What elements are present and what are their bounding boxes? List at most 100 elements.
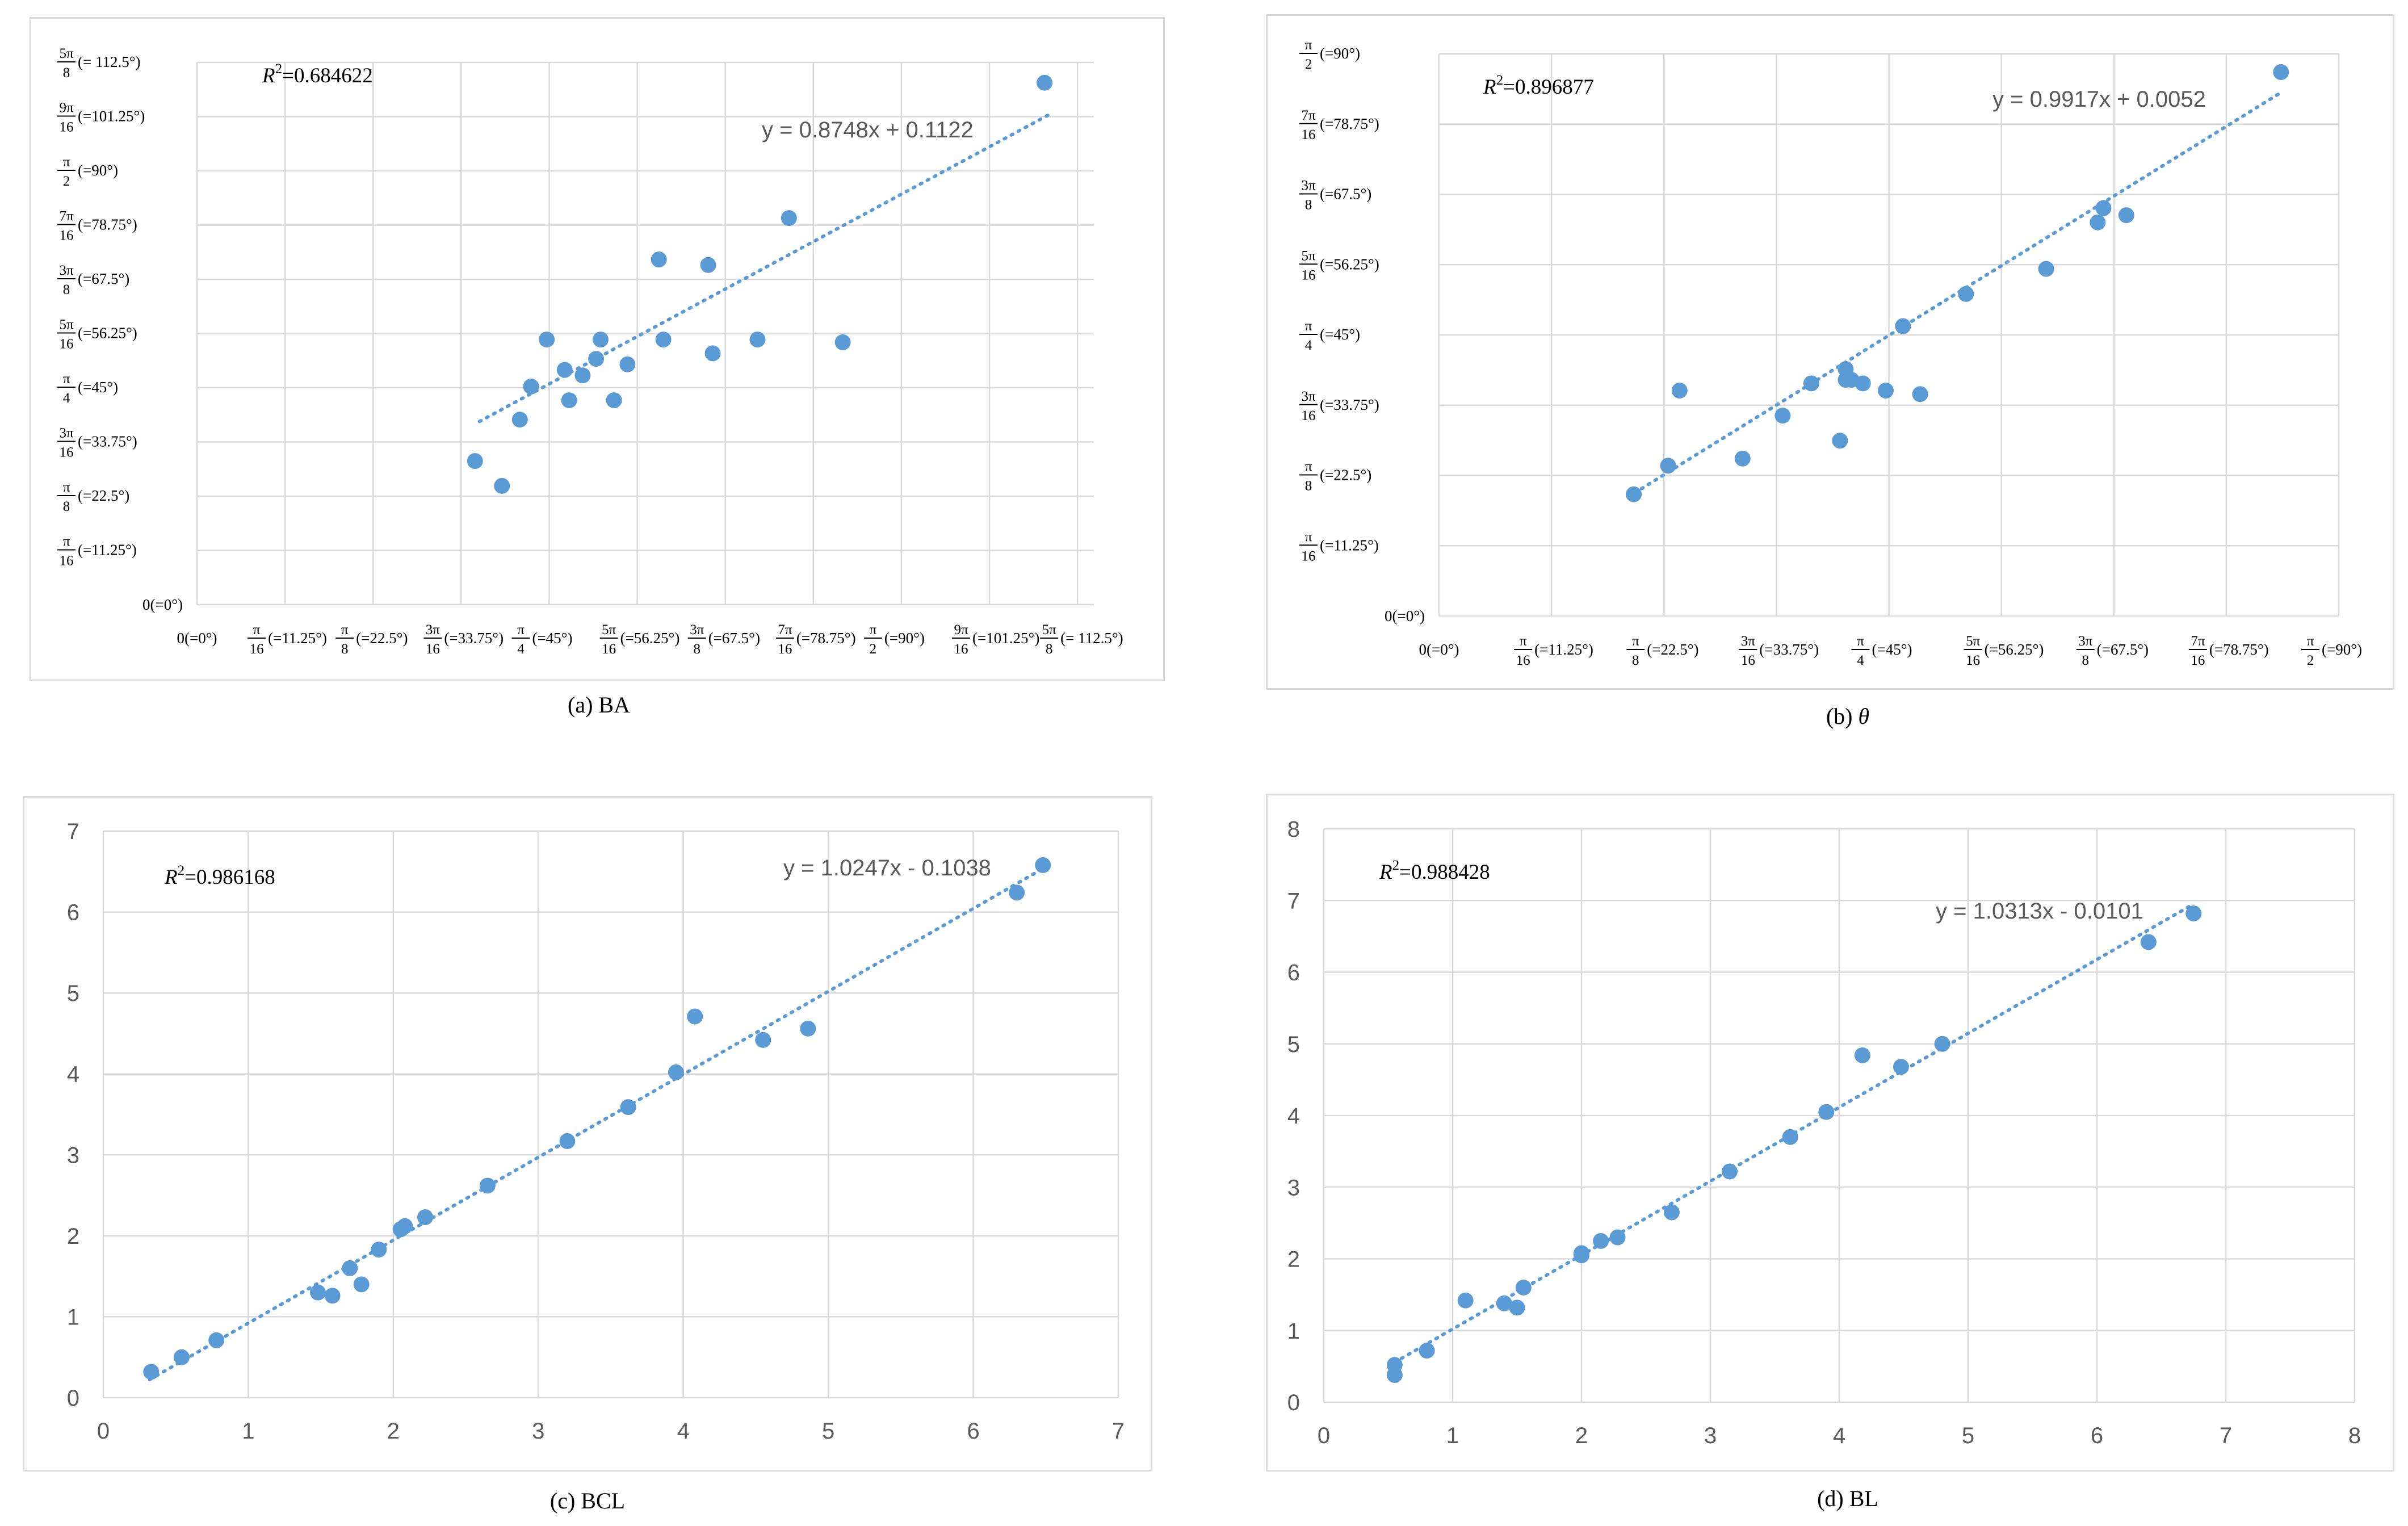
data-point [467, 453, 483, 469]
y-tick-annotation: (=90°) [78, 162, 118, 179]
data-point [1574, 1247, 1589, 1264]
data-point [1419, 1343, 1435, 1359]
data-point [1832, 433, 1848, 449]
x-tick-label: 1 [242, 1419, 254, 1444]
data-point [574, 367, 591, 384]
y-tick-denominator: 16 [60, 120, 74, 135]
x-tick-label: 0 [97, 1419, 110, 1444]
y-tick-denominator: 16 [1302, 548, 1316, 564]
x-tick-numerator: 3π [2078, 634, 2093, 649]
y-tick-numerator: 7π [1301, 108, 1316, 123]
y-tick-annotation: (=45°) [1320, 326, 1360, 343]
data-point [655, 332, 672, 348]
data-point [1895, 318, 1911, 334]
x-tick-label: 1 [1446, 1423, 1459, 1448]
x-tick-denominator: 16 [2191, 653, 2205, 668]
data-point [668, 1064, 684, 1080]
data-point [1386, 1367, 1403, 1384]
r-squared-value: =0.986168 [184, 866, 275, 889]
y-tick-numerator: 9π [59, 100, 74, 116]
data-point [1958, 286, 1974, 302]
x-tick-annotation: (=11.25°) [268, 630, 327, 647]
x-tick-annotation: (=56.25°) [1985, 641, 2044, 658]
data-point [479, 1177, 496, 1194]
y-tick-label: 7π 16 (=78.75°) [1299, 108, 1379, 142]
y-tick-annotation: (=22.5°) [78, 487, 129, 504]
data-point [143, 1364, 160, 1380]
chart-frame [1266, 14, 2394, 690]
trendline [477, 113, 1051, 424]
x-tick-label: 7π 16 (=78.75°) [775, 622, 856, 657]
y-tick-denominator: 2 [1305, 57, 1312, 72]
y-tick-label: 5 [67, 981, 79, 1006]
data-point [588, 351, 605, 367]
x-tick-numerator: 3π [426, 622, 441, 638]
x-tick-denominator: 8 [2082, 653, 2090, 668]
x-tick-annotation: (= 112.5°) [1060, 630, 1123, 647]
y-tick-annotation: (=56.25°) [78, 325, 137, 342]
data-point [781, 210, 797, 227]
x-tick-numerator: 9π [954, 622, 968, 638]
x-tick-label: 3π 8 (=67.5°) [687, 622, 760, 657]
y-tick-denominator: 8 [1305, 479, 1312, 494]
x-tick-denominator: 4 [1857, 653, 1864, 668]
x-tick-numerator: π [2307, 634, 2314, 649]
y-tick-label: 4 [1287, 1104, 1300, 1129]
data-point [561, 392, 577, 409]
x-tick-denominator: 16 [1741, 653, 1755, 668]
data-point [1515, 1280, 1532, 1296]
data-point [523, 378, 539, 395]
x-tick-label: 9π 16 (=101.25°) [952, 622, 1039, 657]
data-point [1626, 486, 1642, 502]
x-tick-label: 0(=0°) [177, 630, 217, 647]
data-point [2118, 207, 2134, 224]
y-tick-numerator: 7π [59, 209, 74, 224]
x-tick-annotation: (=33.75°) [1759, 641, 1819, 658]
y-tick-annotation: (=45°) [78, 379, 118, 396]
x-tick-numerator: π [1857, 634, 1864, 649]
chart-frame [1266, 794, 2394, 1472]
data-point [1509, 1299, 1525, 1316]
gridlines [1323, 828, 2356, 1403]
trendline-equation: y = 0.9917x + 0.0052 [1992, 87, 2206, 112]
y-tick-annotation: (=11.25°) [1320, 536, 1379, 554]
y-tick-annotation: (=78.75°) [78, 216, 137, 233]
data-point [2090, 214, 2106, 230]
data-point [1609, 1229, 1626, 1246]
r-squared-exponent: 2 [1496, 73, 1504, 88]
y-tick-denominator: 4 [63, 391, 70, 406]
y-tick-annotation: (= 112.5°) [78, 53, 141, 70]
data-point [1671, 382, 1688, 399]
x-tick-annotation: (=11.25°) [1534, 641, 1593, 658]
r-squared-value: =0.896877 [1503, 76, 1594, 99]
y-tick-annotation: (=11.25°) [78, 542, 137, 559]
caption-prefix: (a) [568, 692, 599, 718]
y-tick-numerator: 5π [1301, 248, 1316, 263]
y-tick-numerator: π [63, 534, 70, 550]
r-squared-exponent: 2 [275, 61, 283, 77]
data-point [1660, 458, 1676, 474]
gridlines [102, 830, 1119, 1399]
x-tick-annotation: (=90°) [2322, 641, 2362, 658]
y-tick-label: π 2 (=90°) [57, 154, 118, 189]
data-points [467, 74, 1053, 494]
x-tick-label: 3π 16 (=33.75°) [423, 622, 504, 657]
x-tick-label: 4 [1833, 1423, 1845, 1448]
y-tick-annotation: (=22.5°) [1320, 467, 1371, 484]
y-tick-label: 4 [67, 1062, 79, 1087]
data-point [651, 251, 667, 268]
y-tick-numerator: π [1305, 37, 1312, 53]
data-point [371, 1242, 387, 1258]
y-tick-label: 3 [67, 1143, 79, 1168]
x-tick-denominator: 8 [1632, 653, 1639, 668]
y-axis-ticks: 0 1 2 3 4 5 6 7 8 [1287, 817, 1300, 1415]
y-tick-numerator: π [63, 154, 70, 170]
data-point [494, 477, 510, 494]
x-tick-numerator: π [341, 622, 349, 638]
r-squared-label: R2=0.896877 [1483, 73, 1594, 99]
caption-prefix: (c) [549, 1488, 581, 1514]
data-point [1818, 1104, 1835, 1120]
x-tick-label: 5 [822, 1419, 834, 1444]
x-tick-denominator: 16 [1516, 653, 1530, 668]
y-tick-annotation: (=56.25°) [1320, 255, 1379, 272]
